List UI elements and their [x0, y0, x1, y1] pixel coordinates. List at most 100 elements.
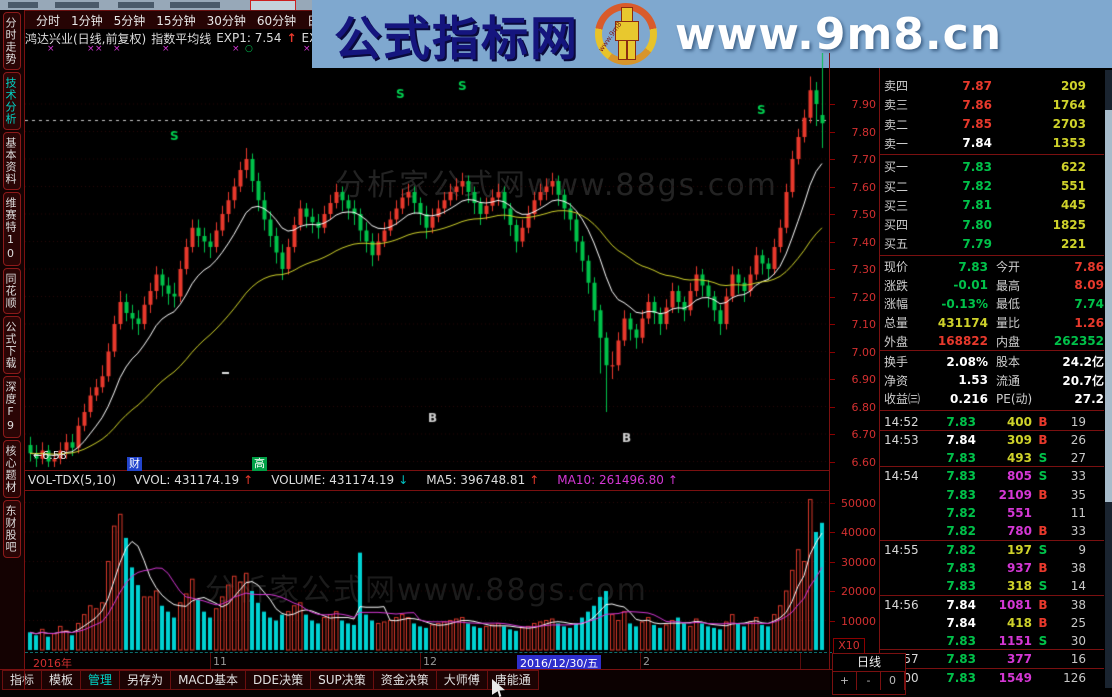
tick-row[interactable]: 7.83 2109 B 35	[884, 486, 1086, 504]
tab-模板[interactable]: 模板	[42, 670, 82, 690]
period-item-30分钟[interactable]: 30分钟	[206, 14, 246, 28]
tick-row[interactable]: 14:55 7.82 197 S 9	[884, 541, 1086, 559]
date-axis: 2016年 11 12 2016/12/30/五 2	[25, 652, 832, 671]
ma5-value: MA5: 396748.81	[426, 473, 526, 487]
divider	[880, 154, 1104, 156]
tick-price: 7.83	[946, 414, 976, 429]
sidebar-item-公式下载[interactable]: 公式下载	[3, 316, 21, 374]
info-label: 净资	[884, 373, 909, 388]
price-axis-label: 6.60	[851, 455, 877, 469]
sidebar-item-技术分析[interactable]: 技术分析	[3, 72, 21, 130]
tab-唐能通[interactable]: 唐能通	[487, 670, 539, 690]
info-label: 收益㈢	[884, 392, 921, 407]
signal-cross-icon: ×	[162, 44, 170, 54]
period-item-5分钟[interactable]: 5分钟	[113, 14, 146, 28]
period-item-60分钟[interactable]: 60分钟	[256, 14, 297, 28]
divider	[880, 594, 1104, 596]
order-book-row[interactable]: 买五 7.79 221	[884, 234, 1086, 253]
tick-volume: 805	[1006, 469, 1032, 484]
sidebar-item-同花顺[interactable]: 同花顺	[3, 268, 21, 314]
tick-row[interactable]: 14:54 7.83 805 S 33	[884, 467, 1086, 485]
tick-row[interactable]: 7.83 318 S 14	[884, 577, 1086, 595]
tick-row[interactable]: 7.84 418 B 25	[884, 614, 1086, 632]
axis-tick	[830, 214, 835, 215]
volume-axis-label: 40000	[841, 526, 876, 539]
tick-row[interactable]: 14:52 7.83 400 B 19	[884, 413, 1086, 431]
chart-header: 鸿达兴业(日线,前复权) 指数平均线 EXP1: 7.54 ↑ EXP2	[25, 29, 312, 47]
tab-DDE决策[interactable]: DDE决策	[246, 670, 312, 690]
sidebar-item-深度F9[interactable]: 深度F9	[3, 376, 21, 438]
info-value: 431174	[937, 315, 988, 330]
tick-row[interactable]: 7.82 780 B 33	[884, 522, 1086, 540]
corner-button-0[interactable]: 0	[881, 672, 905, 690]
tab-资金决策[interactable]: 资金决策	[373, 670, 437, 690]
order-book-row[interactable]: 卖一 7.84 1353	[884, 134, 1086, 153]
axis-tick	[640, 653, 641, 669]
vol-indicator-name[interactable]: VOL-TDX(5,10)	[28, 473, 117, 487]
candlestick-volume-canvas[interactable]	[25, 53, 830, 652]
tick-price: 7.83	[946, 652, 976, 667]
order-book-row[interactable]: 买四 7.80 1825	[884, 215, 1086, 234]
info-label: 内盘	[996, 334, 1021, 349]
order-book-row[interactable]: 买三 7.81 445	[884, 196, 1086, 215]
price-axis-label: 6.80	[851, 400, 877, 414]
tab-SUP决策[interactable]: SUP决策	[311, 670, 374, 690]
sidebar-item-维赛特10[interactable]: 维赛特10	[3, 192, 21, 266]
volume-multiplier: X10	[833, 638, 865, 654]
banner-site-url: www.9m8.cn	[675, 8, 1003, 60]
tab-另存为[interactable]: 另存为	[120, 670, 172, 690]
order-book-volume: 445	[1060, 198, 1086, 213]
tick-volume: 937	[1006, 560, 1032, 575]
info-row: 收益㈢ 0.216 PE(动) 27.2	[884, 390, 1104, 408]
order-book-row[interactable]: 卖二 7.85 2703	[884, 115, 1086, 134]
tick-row[interactable]: 7.83 1151 S 30	[884, 632, 1086, 650]
corner-button-+[interactable]: +	[833, 672, 857, 690]
scrollbar[interactable]	[1105, 70, 1112, 688]
tick-row[interactable]: 7.83 493 S 27	[884, 449, 1086, 467]
tab-管理[interactable]: 管理	[81, 670, 121, 690]
period-item-分时[interactable]: 分时	[36, 14, 61, 28]
order-book-price: 7.84	[962, 136, 992, 151]
tick-count: 35	[1070, 487, 1086, 502]
sidebar-item-基本资料[interactable]: 基本资料	[3, 132, 21, 190]
tick-price: 7.84	[946, 432, 976, 447]
corner-period-label[interactable]: 日线	[833, 654, 905, 672]
order-book-row[interactable]: 买一 7.83 622	[884, 157, 1086, 176]
tab-大师傅[interactable]: 大师傅	[436, 670, 488, 690]
tick-count: 33	[1070, 469, 1086, 484]
axis-tick	[830, 406, 835, 408]
scrollbar-thumb[interactable]	[1105, 110, 1112, 502]
period-item-1分钟[interactable]: 1分钟	[71, 14, 103, 28]
divider	[880, 349, 1104, 351]
tick-volume: 1151	[998, 634, 1032, 649]
tick-price: 7.84	[946, 597, 976, 612]
tick-row[interactable]: 14:53 7.84 309 B 26	[884, 431, 1086, 449]
tick-row[interactable]: 7.83 937 B 38	[884, 559, 1086, 577]
period-item-15分钟[interactable]: 15分钟	[156, 14, 196, 28]
price-axis-label: 7.60	[851, 180, 877, 194]
signal-cross-icon: ×	[303, 44, 311, 54]
corner-button--[interactable]: -	[857, 672, 881, 690]
price-axis-label: 7.30	[851, 263, 877, 276]
divider	[880, 409, 1104, 411]
divider	[880, 466, 1104, 468]
order-book-row[interactable]: 卖三 7.86 1764	[884, 95, 1086, 114]
order-book-row[interactable]: 卖四 7.87 209	[884, 76, 1086, 95]
info-label: 涨跌	[884, 278, 909, 293]
period-item-日线[interactable]: 日线	[307, 12, 312, 29]
sidebar-item-分时走势[interactable]: 分时走势	[3, 12, 21, 70]
tick-price: 7.83	[946, 560, 976, 575]
tick-row[interactable]: 7.82 551 11	[884, 504, 1086, 522]
info-row: 换手 2.08% 股本 24.2亿	[884, 353, 1104, 371]
tick-row[interactable]: 14:56 7.84 1081 B 38	[884, 596, 1086, 614]
order-book-row[interactable]: 买二 7.82 551	[884, 177, 1086, 196]
tick-price: 7.83	[946, 487, 976, 502]
info-label: 量比	[996, 316, 1021, 330]
sidebar-item-东财股吧[interactable]: 东财股吧	[3, 500, 21, 558]
sidebar-item-核心题材[interactable]: 核心题材	[3, 440, 21, 498]
tab-MACD基本[interactable]: MACD基本	[171, 670, 247, 690]
info-row: 现价 7.83 今开 7.86	[884, 258, 1104, 276]
tab-指标[interactable]: 指标	[2, 670, 43, 690]
